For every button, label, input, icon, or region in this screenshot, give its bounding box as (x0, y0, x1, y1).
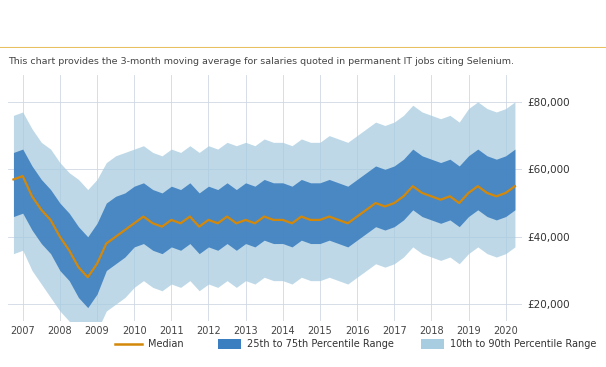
Bar (7, 6, 36, 43)
Text: This chart provides the 3-month moving average for salaries quoted in permanent : This chart provides the 3-month moving a… (8, 57, 514, 66)
Bar (218, 339, 241, 349)
Text: Selenium: Selenium (45, 14, 115, 26)
Text: £: £ (11, 26, 17, 36)
Text: Salary Trend: Salary Trend (45, 35, 115, 45)
Bar (421, 339, 444, 349)
Text: Median: Median (148, 339, 184, 349)
Text: 10th to 90th Percentile Range: 10th to 90th Percentile Range (450, 339, 597, 349)
Text: 25th to 75th Percentile Range: 25th to 75th Percentile Range (247, 339, 394, 349)
